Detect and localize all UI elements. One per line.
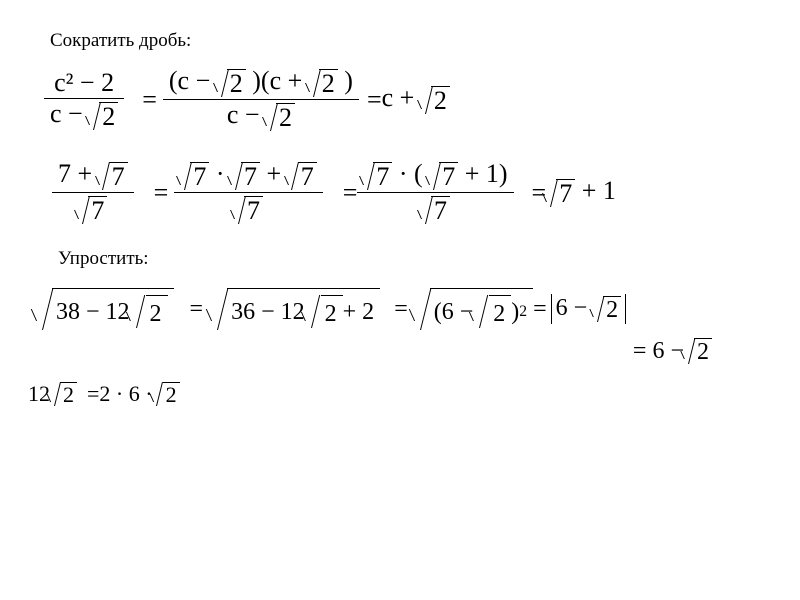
sqrt-icon: 7 bbox=[99, 162, 128, 190]
equation-2: 7 + 7 7 = 7 · 7 bbox=[52, 159, 772, 226]
sqrt-icon: 7 bbox=[78, 196, 107, 224]
equals-sign: = bbox=[633, 339, 647, 363]
eq1-mid-numerator: (c − 2 )(c + 2 ) bbox=[163, 66, 359, 99]
equation-3-continued: = 6 − 2 bbox=[28, 338, 772, 364]
sqrt-icon: 2 bbox=[130, 295, 168, 328]
text: c − bbox=[227, 100, 266, 129]
eq1-mid-denominator: c − 2 bbox=[221, 100, 301, 133]
sqrt-icon: 2 bbox=[593, 296, 621, 322]
text: c + bbox=[382, 83, 421, 112]
equals-sign: = bbox=[394, 297, 408, 321]
text: ) bbox=[344, 66, 353, 95]
sqrt-icon: 7 bbox=[234, 196, 263, 224]
sqrt-icon: 2 bbox=[421, 86, 450, 114]
text: · bbox=[216, 159, 231, 188]
equals-sign: = bbox=[367, 87, 382, 113]
eq1-lhs-fraction: c² − 2 c − 2 bbox=[44, 68, 124, 132]
eq1-lhs-denominator: c − 2 bbox=[44, 99, 124, 132]
equals-sign: = bbox=[87, 383, 99, 405]
text: (c − bbox=[169, 66, 217, 95]
text: 2 · 6 · bbox=[99, 383, 152, 405]
text: 7 + bbox=[58, 159, 99, 188]
text: 38 − 12 bbox=[56, 300, 130, 324]
text: + bbox=[267, 159, 288, 188]
text: c − bbox=[50, 99, 89, 128]
equation-1: c² − 2 c − 2 = (c − 2 )(c + 2 bbox=[44, 66, 772, 133]
equals-sign: = bbox=[343, 180, 358, 206]
eq1-mid-fraction: (c − 2 )(c + 2 ) c − 2 bbox=[163, 66, 359, 133]
text: (6 − bbox=[434, 300, 474, 324]
eq1-lhs-numerator: c² − 2 bbox=[48, 68, 120, 98]
sqrt-icon: 2 bbox=[50, 382, 77, 406]
text: 6 − bbox=[652, 339, 684, 363]
equals-sign: = bbox=[533, 297, 547, 321]
sqrt-icon: 2 bbox=[153, 382, 180, 406]
sqrt-icon: 2 bbox=[305, 295, 343, 328]
sqrt-icon: 38 − 12 2 bbox=[36, 288, 174, 330]
text: 36 − 12 bbox=[231, 300, 305, 324]
text: + 1 bbox=[582, 176, 616, 205]
sqrt-icon: (6 − 2 ) 2 bbox=[414, 288, 533, 330]
sqrt-icon: 7 bbox=[363, 162, 392, 190]
sqrt-icon: 2 bbox=[473, 295, 511, 328]
sqrt-icon: 36 − 12 2 + 2 bbox=[211, 288, 380, 330]
sqrt-icon: 2 bbox=[89, 102, 118, 130]
text: 6 − bbox=[556, 295, 594, 321]
text: + 2 bbox=[343, 300, 375, 324]
sqrt-icon: 7 bbox=[546, 179, 575, 207]
heading-simplify-fraction: Сократить дробь: bbox=[50, 30, 772, 52]
math-document: Сократить дробь: c² − 2 c − 2 = (c − 2 )… bbox=[0, 0, 800, 600]
sqrt-icon: 2 bbox=[217, 69, 246, 97]
text: ) bbox=[511, 300, 519, 324]
equals-sign: = bbox=[154, 180, 169, 206]
equation-4: 12 2 = 2 · 6 · 2 bbox=[28, 382, 772, 406]
text: )(c + bbox=[252, 66, 309, 95]
sqrt-icon: 7 bbox=[180, 162, 209, 190]
sqrt-icon: 2 bbox=[266, 103, 295, 131]
eq2-rhs: 7 + 1 bbox=[546, 178, 616, 207]
sqrt-icon: 7 bbox=[429, 162, 458, 190]
sqrt-icon: 7 bbox=[421, 196, 450, 224]
eq2-lhs-fraction: 7 + 7 7 bbox=[52, 159, 134, 226]
absolute-value: 6 − 2 bbox=[551, 294, 627, 324]
eq2-mid1-fraction: 7 · 7 + 7 7 bbox=[174, 159, 322, 226]
equals-sign: = bbox=[190, 297, 204, 321]
sqrt-icon: 2 bbox=[309, 69, 338, 97]
text: · ( bbox=[399, 159, 423, 188]
sqrt-icon: 7 bbox=[288, 162, 317, 190]
eq1-rhs: c + 2 bbox=[382, 85, 450, 114]
sqrt-icon: 7 bbox=[231, 162, 260, 190]
equals-sign: = bbox=[142, 87, 157, 113]
eq2-mid2-fraction: 7 · ( 7 + 1) 7 bbox=[357, 159, 513, 226]
heading-simplify: Упростить: bbox=[58, 248, 772, 270]
equation-3: 38 − 12 2 = 36 − 12 2 + 2 = bbox=[36, 288, 772, 330]
text: + 1) bbox=[465, 159, 508, 188]
sqrt-icon: 2 bbox=[684, 338, 712, 364]
